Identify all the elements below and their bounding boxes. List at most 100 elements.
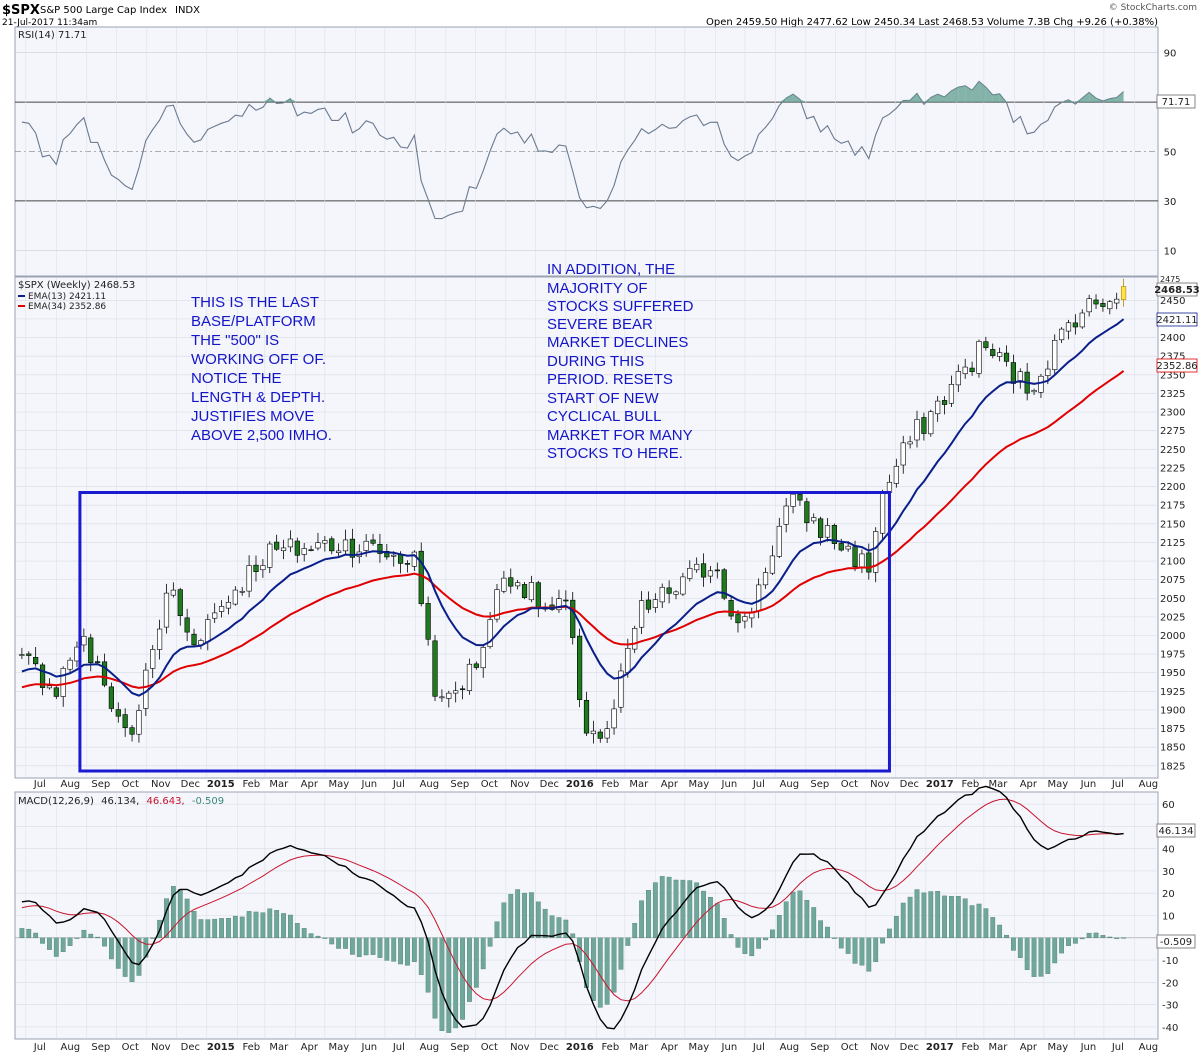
macd-histogram-bar [659,876,665,938]
macd-histogram-bar [1079,937,1085,940]
price-tick-label: 2100 [1160,557,1185,568]
candle-body [900,442,906,466]
candle-body [838,543,844,551]
candle-body [508,577,514,587]
macd-layer [19,785,1126,1033]
price-tick-label: 2450 [1160,296,1185,307]
candle-body [1072,322,1078,328]
candle-body [700,563,707,578]
macd-histogram-bar [473,937,479,988]
rsi-overbought-fill [1089,92,1097,103]
macd-histogram-bar [949,896,954,938]
candle-body [246,565,252,592]
x-tick-label-mid: Oct [481,779,498,790]
candle-body [191,633,197,646]
macd-histogram-bar [308,933,314,938]
candle-body [329,538,335,552]
macd-histogram-bar [267,908,273,938]
candle-body [879,492,886,534]
macd-histogram-bar [1024,937,1030,970]
candle-body [446,692,452,699]
candle-body [253,564,259,572]
candle-body [453,690,459,694]
x-tick-label-mid: Mar [629,779,649,790]
rsi-overbought-fill [951,87,959,103]
candle-body [1003,352,1010,362]
candle-body [811,517,817,522]
x-tick-label-bottom: 2017 [926,1042,954,1053]
macd-histogram-bar [315,935,321,938]
macd-histogram-bar [721,918,727,938]
macd-histogram-bar [288,914,293,938]
rsi-overbought-fill [965,85,973,103]
candle-body [941,400,948,405]
rsi-overbought-fill [972,81,979,103]
candle-body [714,569,720,572]
candle-body [735,613,741,624]
macd-histogram-bar [74,937,80,939]
candle-body [694,563,700,571]
candle-body [824,525,831,538]
price-tick-label: 2175 [1160,501,1185,512]
macd-histogram-bar [887,928,892,938]
ema34-legend: EMA(34) 2352.86 [28,302,106,312]
macd-histogram-bar [411,937,417,962]
candle-body [432,640,438,697]
price-tick-label: 1850 [1160,743,1185,754]
x-tick-label-bottom: Mar [988,1042,1008,1053]
x-tick-label-mid: 2015 [207,779,235,790]
macd-histogram-bar [714,903,720,938]
price-tick-label: 1925 [1160,687,1185,698]
macd-tick-label: -20 [1162,978,1178,989]
annotation-left: THIS IS THE LAST BASE/PLATFORM THE "500"… [191,294,332,444]
x-tick-label-bottom: Oct [122,1042,139,1053]
rsi-overbought-fill [896,100,904,103]
candle-body [101,661,108,686]
x-tick-label-mid: Aug [780,779,800,790]
macd-histogram-bar [336,937,342,949]
price-last-label: 2468.53 [1154,285,1200,296]
macd-tick-label: 30 [1162,867,1175,878]
rsi-overbought-fill [958,85,966,103]
macd-histogram-bar [942,895,947,938]
macd-tick-label: -30 [1162,1001,1178,1012]
x-tick-label-bottom: Sep [91,1042,110,1053]
x-tick-label-mid: May [689,779,710,790]
candle-body [997,352,1003,357]
candle-body [170,589,176,596]
candle-body [893,465,899,484]
x-tick-label-bottom: Nov [870,1042,890,1053]
rsi-legend: RSI(14) 71.71 [18,30,87,41]
x-tick-label-mid: Dec [181,779,200,790]
x-tick-label-mid: Feb [961,779,979,790]
ema13-last-box [1156,312,1198,327]
candle-body [60,668,66,697]
candle-body [577,635,583,700]
macd-signal-line [21,798,1124,1002]
macd-histogram-bar [928,891,934,938]
candle-body [218,606,225,612]
x-tick-label-mid: Oct [841,779,858,790]
macd-histogram-bar [356,937,362,957]
x-tick-label-bottom: Sep [450,1042,469,1053]
x-tick-label-mid: Jul [752,779,765,790]
macd-tick-label: -40 [1162,1023,1178,1034]
hist-last-box [1156,934,1196,949]
ema34-last-label: 2352.86 [1156,361,1197,372]
price-tick-label: 2325 [1160,389,1185,400]
x-tick-label-bottom: Jul [1111,1042,1124,1053]
macd-histogram-bar [935,891,941,938]
macd-histogram-bar [694,882,700,938]
x-tick-label-bottom: Aug [61,1042,81,1053]
rsi-overbought-fill [910,93,918,103]
candle-body [611,708,617,729]
candle-body [935,400,941,415]
x-tick-label-mid: Feb [601,779,619,790]
macd-histogram-bar [67,937,73,946]
candle-body [19,654,25,656]
candle-body [425,603,431,640]
macd-histogram-bar [164,898,169,938]
rsi-tick-label: 30 [1164,197,1177,208]
candle-body [1086,298,1092,313]
